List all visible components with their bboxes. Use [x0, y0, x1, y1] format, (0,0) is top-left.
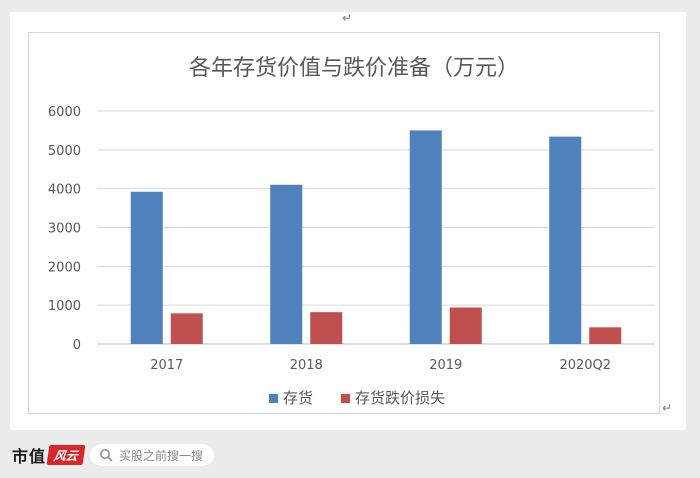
y-tick-label: 5000 [48, 144, 81, 159]
x-tick-label: 2017 [150, 358, 183, 373]
bar-inventory-2018 [270, 184, 303, 344]
y-tick-label: 4000 [48, 183, 81, 198]
bar-inventory-2020Q2 [549, 136, 582, 344]
x-tick-label: 2019 [429, 358, 462, 373]
brand-logo[interactable]: 市值 风云 [12, 444, 86, 466]
x-tick-label: 2018 [290, 358, 323, 373]
bar-impairment-2019 [449, 307, 482, 344]
paragraph-mark: ↵ [342, 11, 353, 25]
paragraph-mark: ↵ [662, 401, 673, 415]
document-page: ↵ ↵ 各年存货价值与跌价准备（万元） 0 1000 2000 3000 4000 500… [10, 12, 686, 430]
x-tick-label: 2020Q2 [559, 358, 611, 373]
y-tick-label: 3000 [48, 222, 81, 237]
bar-impairment-2020Q2 [589, 327, 622, 344]
y-tick-label: 0 [73, 338, 81, 353]
y-tick-label: 2000 [48, 260, 81, 275]
y-tick-label: 6000 [48, 105, 81, 120]
chart-title: 各年存货价值与跌价准备（万元） [189, 56, 519, 81]
legend-label: 存货 [283, 389, 313, 407]
search-icon [100, 449, 113, 462]
y-tick-label: 1000 [48, 299, 81, 314]
brand-name: 市值 [12, 447, 47, 466]
bar-chart: 各年存货价值与跌价准备（万元） 0 1000 2000 3000 4000 5000 600… [48, 56, 655, 407]
legend-swatch-inventory [269, 394, 278, 403]
bar-impairment-2018 [310, 312, 343, 344]
legend-label: 存货跌价损失 [355, 389, 445, 407]
brand-badge: 风云 [46, 445, 86, 465]
bar-inventory-2017 [130, 191, 163, 344]
search-input[interactable]: 买股之前搜一搜 [90, 444, 214, 466]
search-placeholder: 买股之前搜一搜 [119, 448, 204, 463]
footer-bar: 市值 风云 买股之前搜一搜 [0, 432, 700, 478]
legend-swatch-impairment [341, 394, 350, 403]
chart-frame: 各年存货价值与跌价准备（万元） 0 1000 2000 3000 4000 5000 600… [28, 32, 660, 414]
bar-inventory-2019 [409, 130, 442, 344]
bar-impairment-2017 [170, 313, 203, 344]
